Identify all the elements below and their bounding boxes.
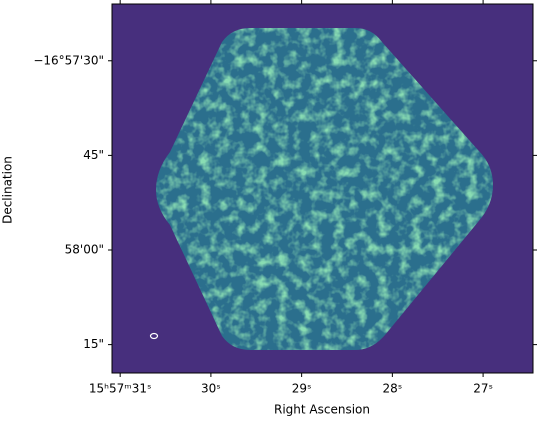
x-tick-label: 15ʰ57ᵐ31ˢ bbox=[89, 382, 152, 396]
x-axis-label: Right Ascension bbox=[274, 403, 370, 417]
x-tick-label: 27ˢ bbox=[473, 382, 493, 396]
beam bbox=[149, 332, 159, 340]
x-tick-label: 29ˢ bbox=[292, 382, 312, 396]
y-tick-label: 15" bbox=[83, 337, 104, 351]
plot-frame bbox=[111, 3, 534, 374]
x-tick-label: 28ˢ bbox=[382, 382, 402, 396]
y-tick-label: −16°57'30" bbox=[33, 53, 104, 67]
y-tick-label: 58'00" bbox=[65, 243, 104, 257]
x-tick-label: 30ˢ bbox=[201, 382, 221, 396]
y-tick-label: 45" bbox=[83, 148, 104, 162]
y-axis-label: Declination bbox=[1, 156, 15, 224]
